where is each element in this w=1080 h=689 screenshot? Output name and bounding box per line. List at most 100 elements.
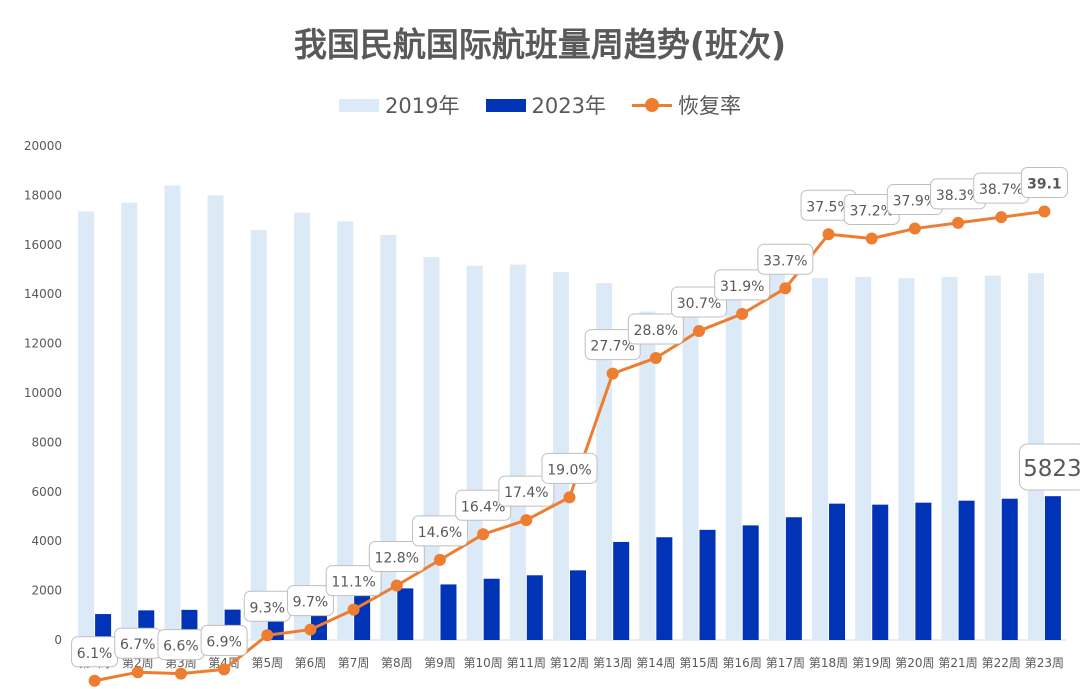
recovery-data-label: 9.7% (293, 595, 329, 611)
recovery-data-label: 17.4% (504, 485, 548, 501)
x-tick-label: 第17周 (766, 656, 805, 670)
recovery-data-label: 38.7% (979, 182, 1023, 198)
y-tick-label: 14000 (24, 287, 62, 301)
legend-swatch-recovery (631, 98, 672, 112)
y-tick-label: 18000 (24, 188, 62, 202)
bar-2023 (829, 503, 846, 640)
bar-2023 (785, 517, 802, 640)
legend-item-2019: 2019年 (339, 90, 460, 120)
recovery-point (218, 663, 231, 676)
recovery-data-label: 9.3% (249, 600, 285, 616)
recovery-label-box (714, 269, 771, 301)
recovery-point (606, 367, 619, 380)
bar-2019 (121, 202, 138, 640)
x-tick-label: 第19周 (852, 656, 891, 670)
recovery-point (995, 211, 1008, 224)
recovery-data-label: 33.7% (763, 253, 807, 269)
recovery-label-box (411, 515, 468, 547)
bar-2023 (872, 504, 889, 640)
x-tick-label: 第10周 (464, 656, 503, 670)
x-tick-label: 第7周 (338, 656, 370, 670)
bar-2019 (509, 264, 526, 640)
x-tick-label: 第8周 (381, 656, 413, 670)
bar-2023 (95, 614, 112, 640)
x-tick-label: 第21周 (938, 656, 977, 670)
legend-label-2023: 2023年 (531, 94, 606, 118)
recovery-data-label: 39.1 (1027, 176, 1062, 192)
recovery-label-box (584, 329, 641, 361)
recovery-point (822, 228, 835, 241)
recovery-label-box (541, 452, 598, 484)
recovery-data-label: 19.0% (547, 462, 591, 478)
y-tick-label: 12000 (24, 337, 62, 351)
x-tick-label: 第20周 (895, 656, 934, 670)
bar-2019 (812, 278, 829, 640)
legend-swatch-2019 (339, 98, 380, 112)
recovery-data-label: 6.9% (206, 634, 242, 650)
bar-2019 (78, 211, 95, 640)
recovery-data-label: 37.2% (849, 204, 893, 220)
legend-item-2023: 2023年 (485, 90, 606, 120)
bar-2019 (725, 281, 742, 640)
x-tick-label: 第15周 (679, 656, 718, 670)
x-tick-label: 第6周 (295, 656, 327, 670)
recovery-data-label: 14.6% (418, 525, 462, 541)
bar-2023 (1044, 496, 1061, 640)
recovery-point (131, 666, 144, 679)
x-tick-label: 第4周 (208, 656, 240, 670)
bar-2023 (613, 541, 630, 640)
y-tick-label: 8000 (31, 435, 62, 449)
recovery-label-box (671, 286, 728, 318)
bar-2019 (466, 265, 483, 640)
recovery-point (865, 232, 878, 245)
recovery-point (563, 491, 576, 504)
recovery-point (952, 216, 965, 229)
x-tick-label: 第23周 (1025, 656, 1064, 670)
x-tick-label: 第2周 (122, 656, 154, 670)
bar-2023 (397, 588, 414, 640)
recovery-point (261, 629, 274, 642)
bar-2023 (483, 578, 500, 640)
recovery-label-box (757, 243, 814, 275)
recovery-data-label: 27.7% (590, 339, 634, 355)
y-tick-label: 6000 (31, 485, 62, 499)
x-tick-label: 第5周 (251, 656, 283, 670)
bar-2019 (855, 276, 872, 640)
y-tick-label: 20000 (24, 139, 62, 153)
bar-2019 (164, 185, 181, 640)
y-tick-label: 2000 (31, 584, 62, 598)
bar-2019 (293, 212, 310, 640)
bar-2019 (207, 195, 224, 640)
bar-2023 (1001, 498, 1018, 640)
recovery-label-box (325, 565, 382, 597)
bar-2019 (682, 291, 699, 640)
bar-2023 (742, 525, 759, 640)
x-tick-label: 第14周 (636, 656, 675, 670)
recovery-data-label: 11.1% (331, 575, 375, 591)
y-tick-label: 4000 (31, 534, 62, 548)
recovery-point (390, 579, 403, 592)
recovery-data-label: 37.5% (806, 199, 850, 215)
legend-label-2019: 2019年 (385, 94, 460, 118)
y-tick-label: 0 (54, 633, 62, 647)
legend: 2019年 2023年 恢复率 (0, 90, 1080, 120)
bar-2023 (958, 500, 975, 640)
recovery-label-box (200, 624, 248, 656)
recovery-point (908, 222, 921, 235)
bar-2019 (768, 273, 785, 640)
recovery-point (433, 553, 446, 566)
bar-2023 (440, 584, 457, 640)
bar-2019 (337, 221, 354, 640)
recovery-label-box (498, 475, 555, 507)
recovery-data-label: 28.8% (634, 323, 678, 339)
bar-2019 (984, 275, 1001, 640)
bar-2023 (699, 529, 716, 640)
recovery-data-label: 6.1% (77, 646, 113, 662)
x-tick-label: 第9周 (424, 656, 456, 670)
recovery-data-label: 37.9% (893, 194, 937, 210)
recovery-point (779, 282, 792, 295)
x-tick-label: 第12周 (550, 656, 589, 670)
recovery-point (304, 623, 317, 636)
bar-2019 (380, 234, 397, 641)
